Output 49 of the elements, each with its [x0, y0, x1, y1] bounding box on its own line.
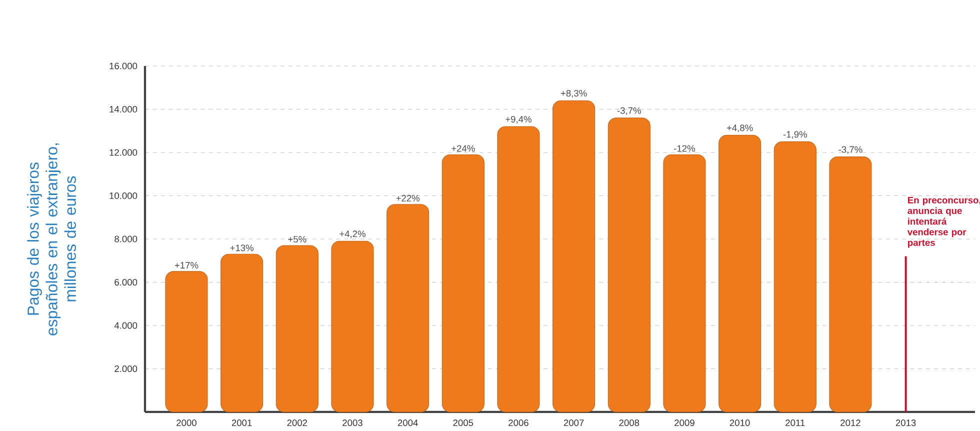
annotation: +9,4% [506, 116, 532, 124]
annotation: +4,8% [726, 124, 753, 132]
bar [220, 254, 264, 412]
x-tick-label: 2007 [564, 420, 584, 426]
x-tick-label: 2005 [453, 420, 474, 426]
annotation: +22% [396, 194, 420, 202]
annotation: +5% [288, 236, 306, 243]
x-tick-label: 2010 [730, 420, 750, 426]
y-tick-label: 12.000 [110, 149, 138, 156]
annotation: +17% [174, 262, 198, 269]
x-tick-label: 2003 [342, 420, 362, 426]
x-tick-label: 2002 [287, 420, 308, 426]
bar [442, 154, 484, 412]
annotation: +24% [452, 145, 475, 152]
y-tick-label: 14.000 [110, 106, 138, 113]
x-tick-label: 2012 [840, 420, 860, 426]
annotation: -12% [674, 145, 695, 152]
bar [497, 126, 540, 412]
bar [276, 245, 318, 412]
bar [663, 154, 706, 412]
bar [829, 156, 872, 412]
x-tick-label: 2001 [232, 420, 252, 426]
bar [165, 271, 208, 412]
y-tick-label: 6.000 [114, 278, 138, 286]
x-tick-label: 2006 [508, 420, 528, 426]
y-axis-title: Pagos de los viajeros españoles en el extranjero, millones de euros [27, 143, 76, 336]
bar [331, 240, 374, 412]
y-tick-label: 2.000 [114, 365, 138, 372]
y-tick-label: 8.000 [114, 236, 138, 242]
annotation: -1,9% [783, 131, 807, 139]
annotation: -3,7% [617, 107, 641, 115]
x-tick-label: 2008 [619, 420, 640, 426]
bar [386, 204, 430, 412]
annotation: +8,3% [560, 90, 587, 98]
x-tick-label: 2013 [896, 420, 916, 426]
bar [774, 141, 816, 412]
annotation: -3,7% [838, 146, 862, 154]
x-tick-label: 2011 [786, 420, 805, 426]
y-tick-label: 4.000 [114, 322, 138, 329]
y-tick-label: 16.000 [110, 62, 138, 70]
y-tick-label: 10.000 [110, 192, 138, 200]
annotation: +4,2% [340, 230, 366, 238]
x-tick-label: 2004 [398, 420, 418, 426]
bar [718, 134, 762, 412]
bar [552, 100, 596, 412]
bar [608, 118, 650, 412]
x-tick-label: 2000 [176, 420, 196, 426]
x-tick-label: 2009 [674, 420, 694, 426]
annotation: +13% [230, 244, 254, 252]
